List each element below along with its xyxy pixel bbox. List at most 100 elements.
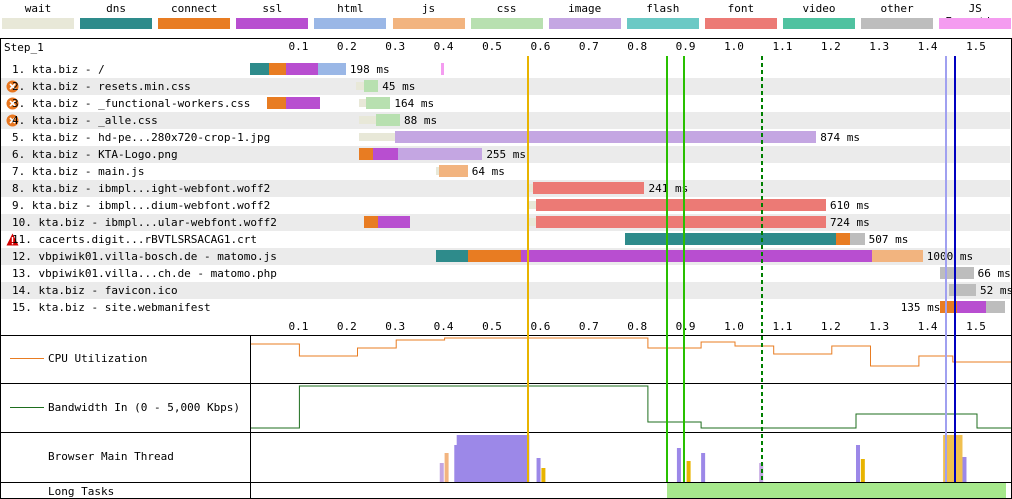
timing-segment-css <box>363 80 379 92</box>
bandwidth-legend-swatch <box>10 407 44 408</box>
request-row[interactable]: 1. kta.biz - / 198 ms <box>1 61 1010 78</box>
time-tick-label: 1.2 <box>820 320 841 333</box>
time-tick-label: 0.1 <box>288 40 309 53</box>
legend-swatch <box>314 18 387 29</box>
time-tick-label: 0.3 <box>385 40 406 53</box>
request-row[interactable]: 5. kta.biz - hd-pe...280x720-crop-1.jpg 8… <box>1 129 1010 146</box>
request-duration: 198 ms <box>349 63 390 76</box>
legend-swatch <box>548 18 621 29</box>
legend-label: wait <box>24 2 52 15</box>
legend-item-video: video <box>783 0 855 34</box>
request-duration: 507 ms <box>868 233 909 246</box>
legend-label: html <box>337 2 364 15</box>
request-row[interactable]: 9. kta.biz - ibmpl...dium-webfont.woff2 6… <box>1 197 1010 214</box>
request-row[interactable]: 8. kta.biz - ibmpl...ight-webfont.woff2 2… <box>1 180 1010 197</box>
request-duration: 64 ms <box>471 165 505 178</box>
bandwidth-in-label: Bandwidth In (0 - 5,000 Kbps) <box>48 401 241 414</box>
request-row[interactable]: 11. cacerts.digit...rBVTLSRSACAG1.crt 507… <box>1 231 1010 248</box>
request-row[interactable]: 13. vbpiwik01.villa...ch.de - matomo.php… <box>1 265 1011 282</box>
legend-item-js-execution: JS Execution <box>939 0 1012 34</box>
time-tick-label: 0.6 <box>530 320 551 333</box>
time-tick-label: 0.2 <box>336 40 357 53</box>
request-label: 12. vbpiwik01.villa-bosch.de - matomo.js <box>12 250 277 263</box>
long-tasks-label: Long Tasks <box>48 485 115 498</box>
timing-segment-connect <box>363 216 379 228</box>
time-tick-label: 0.5 <box>482 320 502 333</box>
timing-segment-wait <box>356 82 364 90</box>
request-label: 7. kta.biz - main.js <box>12 165 145 178</box>
timing-segment-dns <box>436 250 468 262</box>
request-row[interactable]: 15. kta.biz - site.webmanifest 135 ms <box>1 299 1010 316</box>
request-row[interactable]: 10. kta.biz - ibmpl...ular-webfont.woff2… <box>1 214 1010 231</box>
request-duration: 88 ms <box>404 114 438 127</box>
request-row[interactable]: 4. kta.biz - _alle.css 88 ms <box>1 112 1010 129</box>
request-duration: 724 ms <box>829 216 870 229</box>
main-thread-graph <box>251 433 1011 482</box>
legend-label: dns <box>106 2 127 15</box>
time-tick-label: 1.1 <box>772 40 793 53</box>
error-icon <box>6 233 19 246</box>
timing-marker-line <box>527 56 530 482</box>
request-row[interactable]: 12. vbpiwik01.villa-bosch.de - matomo.js… <box>1 248 1010 265</box>
timing-segment-dns <box>250 63 270 75</box>
bandwidth-graph <box>251 384 1011 432</box>
request-label: 4. kta.biz - _alle.css <box>12 114 158 127</box>
legend-item-html: html <box>314 0 387 34</box>
timing-segment-connect <box>835 233 851 245</box>
time-tick-label: 1.2 <box>820 40 841 53</box>
legend-item-other: other <box>861 0 934 34</box>
legend-item-js: js <box>392 0 465 34</box>
waterfall-legend: wait dns connect ssl html js css image flash font… <box>0 0 1012 34</box>
request-duration: 66 ms <box>977 267 1011 280</box>
timing-segment-font <box>535 216 826 228</box>
time-tick-label: 0.1 <box>288 320 309 333</box>
timing-segment-other <box>985 301 1006 313</box>
time-tick-label: 0.6 <box>530 40 551 53</box>
request-label: 13. vbpiwik01.villa...ch.de - matomo.php <box>12 267 277 280</box>
time-tick-label: 1.5 <box>966 40 986 53</box>
legend-item-ssl: ssl <box>236 0 309 34</box>
long-tasks-track <box>251 483 1011 498</box>
legend-swatch <box>939 18 1012 29</box>
request-row[interactable]: 14. kta.biz - favicon.ico 52 ms <box>1 282 1012 299</box>
time-tick-label: 1.0 <box>724 320 744 333</box>
timing-marker-line <box>666 56 669 482</box>
timing-segment-js <box>438 165 468 177</box>
time-tick-label: 0.4 <box>433 40 454 53</box>
request-label: 8. kta.biz - ibmpl...ight-webfont.woff2 <box>12 182 271 195</box>
timing-segment-connect <box>358 148 374 160</box>
legend-swatch <box>80 18 153 29</box>
legend-swatch <box>861 18 934 29</box>
timing-segment-connect <box>939 301 957 313</box>
warning-icon <box>6 80 19 93</box>
timing-segment-wait <box>358 99 367 107</box>
request-row[interactable]: 3. kta.biz - _functional-workers.css 164 … <box>1 95 1010 112</box>
legend-swatch <box>158 18 231 29</box>
request-label: 14. kta.biz - favicon.ico <box>12 284 178 297</box>
request-row[interactable]: 7. kta.biz - main.js 64 ms <box>1 163 1010 180</box>
timing-marker-line <box>760 56 763 482</box>
legend-item-flash: flash <box>626 0 699 34</box>
request-label: 15. kta.biz - site.webmanifest <box>12 301 211 314</box>
request-label: 10. kta.biz - ibmpl...ular-webfont.woff2 <box>12 216 277 229</box>
bandwidth-panel-border <box>0 383 1012 384</box>
request-row[interactable]: 6. kta.biz - KTA-Logo.png 255 ms <box>1 146 1010 163</box>
warning-icon <box>6 97 19 110</box>
request-duration: 255 ms <box>486 148 527 161</box>
time-tick-label: 0.4 <box>433 320 454 333</box>
legend-swatch <box>470 18 543 29</box>
timing-segment-js <box>871 250 923 262</box>
cpu-utilization-label: CPU Utilization <box>48 352 148 365</box>
cpu-legend-swatch <box>10 358 44 359</box>
legend-item-image: image <box>548 0 621 34</box>
request-row[interactable]: 2. kta.biz - resets.min.css 45 ms <box>1 78 1010 95</box>
request-duration: 45 ms <box>382 80 416 93</box>
request-duration: 1000 ms <box>926 250 974 263</box>
legend-item-connect: connect <box>158 0 231 34</box>
warning-icon <box>6 114 19 127</box>
time-tick-label: 0.7 <box>578 40 599 53</box>
legend-label: ssl <box>262 2 283 15</box>
time-tick-label: 1.4 <box>917 320 938 333</box>
step-label: Step_1 <box>4 41 44 54</box>
time-tick-label: 1.5 <box>966 320 986 333</box>
